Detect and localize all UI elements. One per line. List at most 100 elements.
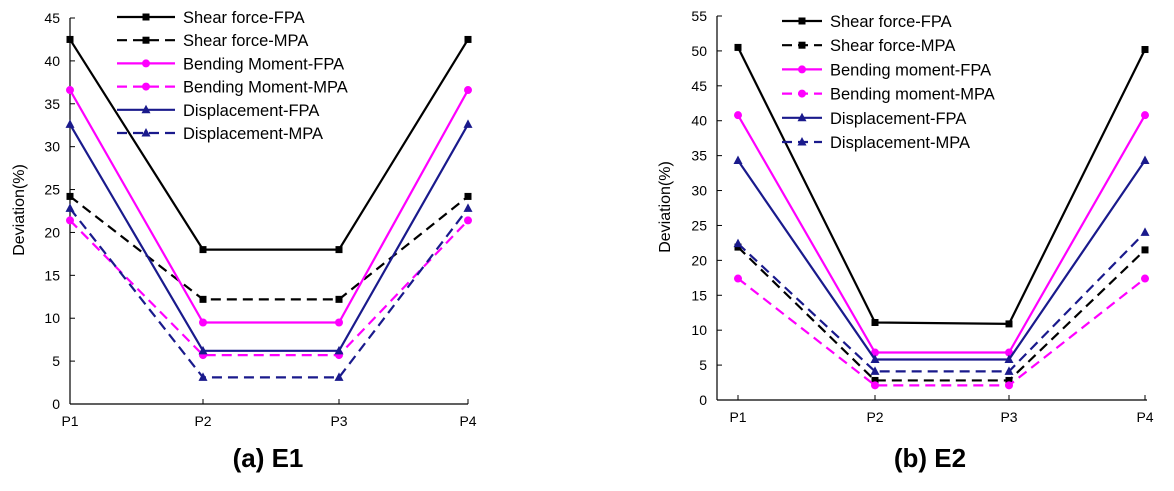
data-point	[1141, 274, 1149, 283]
data-point	[464, 192, 472, 200]
data-point	[1005, 376, 1013, 384]
series-line	[69, 195, 469, 301]
y-tick-label: 5	[699, 357, 707, 373]
chart-panel-e2: 0 5 10 15 20 25 30 35 40 45 50 55 P1 P2 P3 P4 Deviation(…	[657, 8, 1154, 473]
series-line	[737, 159, 1146, 361]
y-tick-label: 30	[44, 139, 60, 155]
data-point	[734, 43, 742, 51]
data-point	[1005, 381, 1013, 390]
legend-label: Shear force-FPA	[183, 9, 305, 27]
series-1	[734, 43, 1149, 328]
data-point	[66, 192, 74, 200]
series-line	[69, 219, 469, 357]
x-tick-label: P1	[729, 409, 746, 425]
data-point	[734, 111, 742, 120]
y-tick-label: 20	[691, 252, 707, 268]
y-tick-label: 5	[52, 353, 60, 369]
y-tick-label: 45	[44, 10, 60, 26]
data-point	[871, 348, 879, 357]
data-point	[66, 216, 74, 225]
data-point	[199, 295, 207, 303]
y-tick-label: 20	[44, 224, 60, 240]
data-point	[199, 246, 207, 254]
legend-marker	[141, 104, 151, 114]
data-point	[335, 246, 343, 254]
legend-marker	[142, 59, 150, 68]
legend-marker	[798, 41, 806, 49]
data-point	[198, 372, 208, 381]
y-tick-label: 40	[691, 113, 707, 129]
series-2	[66, 192, 472, 303]
data-point	[870, 354, 880, 364]
legend-marker	[798, 17, 806, 25]
data-point	[66, 86, 74, 95]
y-tick-label: 30	[691, 183, 707, 199]
y-tick-label: 25	[691, 217, 707, 233]
y-tick-label: 0	[699, 392, 707, 408]
y-axis-label: Deviation(%)	[657, 161, 674, 253]
data-point	[1004, 354, 1014, 364]
series-line	[69, 89, 469, 324]
legend-label: Shear force-FPA	[830, 13, 952, 31]
series-line	[737, 246, 1146, 382]
data-point	[1141, 246, 1149, 254]
y-axis-label: Deviation(%)	[11, 164, 28, 256]
y-tick-label: 50	[691, 43, 707, 59]
data-point	[733, 238, 743, 248]
data-point	[1140, 155, 1150, 165]
data-point	[871, 319, 879, 327]
y-tick-label: 35	[44, 96, 60, 112]
legend-label: Bending Moment-FPA	[183, 55, 344, 73]
data-point	[1141, 111, 1149, 120]
legend-label: Bending moment-MPA	[830, 86, 995, 104]
series-line	[737, 114, 1146, 354]
legend: Shear force-FPA Shear force-MPA Bending mo…	[782, 13, 995, 152]
series-line	[737, 277, 1146, 387]
data-point	[65, 119, 75, 128]
data-point	[335, 295, 343, 303]
data-point	[1141, 46, 1149, 54]
series-3	[66, 86, 472, 327]
data-point	[1005, 320, 1013, 328]
legend-label: Displacement-MPA	[830, 134, 970, 152]
data-point	[1140, 227, 1150, 236]
y-tick-label: 55	[691, 8, 707, 24]
data-point	[335, 318, 343, 327]
series-line	[69, 123, 469, 352]
series-line	[69, 207, 469, 379]
data-point	[464, 216, 472, 225]
panel-caption: (a) E1	[233, 443, 304, 473]
x-tick-label: P1	[61, 413, 78, 429]
data-point	[334, 372, 344, 381]
data-point	[1004, 366, 1014, 375]
legend-marker	[798, 65, 806, 74]
data-point	[870, 366, 880, 375]
series-5	[733, 155, 1150, 364]
data-point	[65, 203, 75, 212]
legend-marker	[142, 82, 150, 91]
y-tick-label: 35	[691, 148, 707, 164]
series-4	[66, 216, 472, 360]
data-point	[733, 155, 743, 165]
y-tick-label: 25	[44, 182, 60, 198]
data-point	[871, 381, 879, 390]
data-point	[198, 345, 208, 355]
legend: Shear force-FPA Shear force-MPA Bending Mo…	[117, 9, 348, 143]
panel-caption: (b) E2	[894, 443, 966, 473]
legend-label: Displacement-MPA	[183, 125, 323, 143]
y-tick-label: 0	[52, 396, 60, 412]
data-point	[66, 35, 74, 43]
legend-label: Displacement-FPA	[183, 102, 319, 120]
x-tick-label: P4	[1136, 409, 1153, 425]
series-4	[734, 274, 1149, 390]
y-tick-label: 40	[44, 53, 60, 69]
x-tick-label: P4	[459, 413, 476, 429]
legend-marker	[797, 112, 807, 122]
data-point	[464, 86, 472, 95]
data-point	[1005, 348, 1013, 357]
legend-label: Shear force-MPA	[183, 32, 308, 50]
x-tick-label: P2	[866, 409, 883, 425]
data-point	[463, 119, 473, 128]
series-line	[69, 38, 469, 251]
